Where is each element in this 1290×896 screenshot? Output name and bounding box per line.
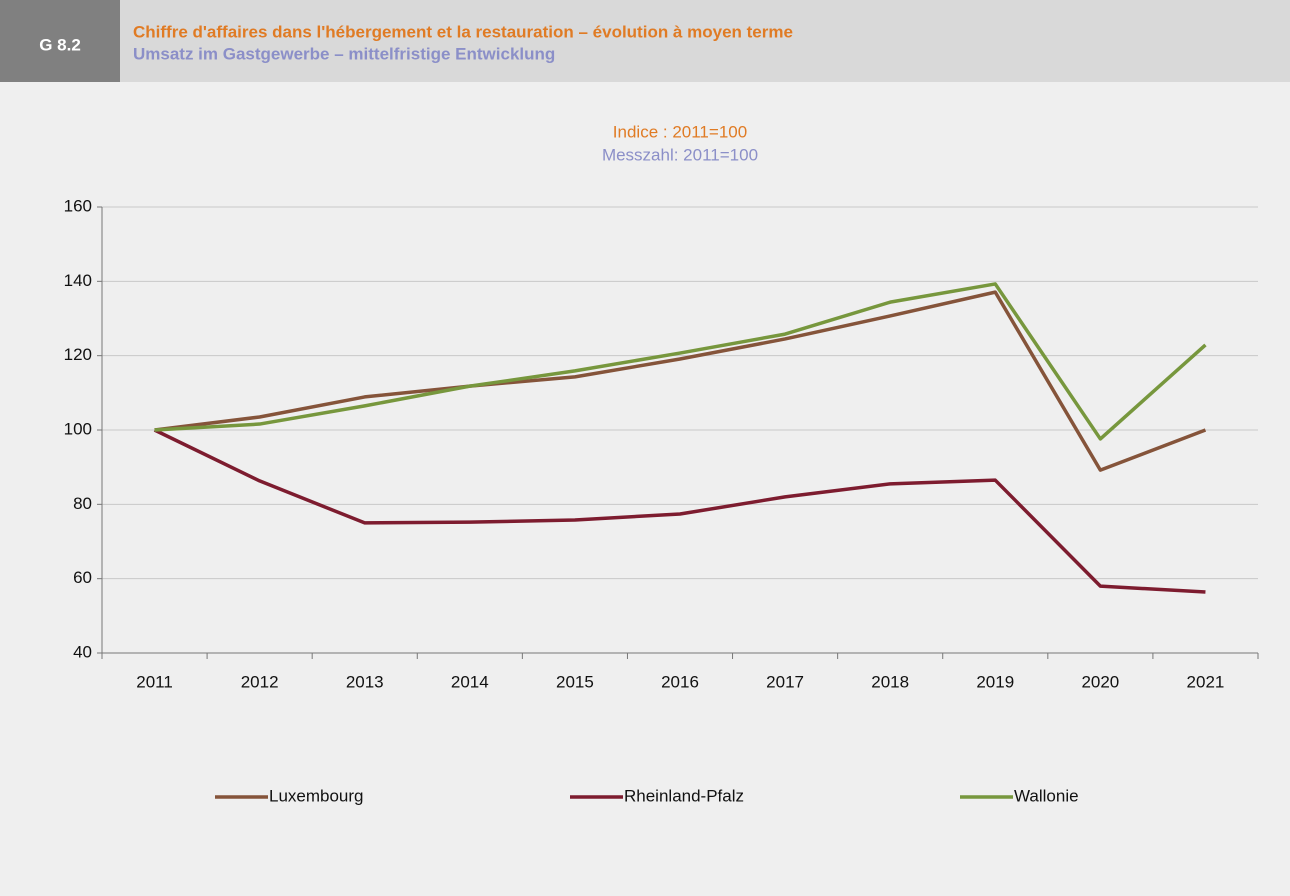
header-label: G 8.2 [39,35,81,54]
x-tick-label: 2017 [766,672,804,691]
y-tick-label: 100 [64,419,92,438]
series-line [153,428,1206,594]
x-tick-label: 2011 [136,672,173,691]
x-tick-label: 2020 [1081,672,1119,691]
y-tick-label: 140 [64,271,92,290]
series-line [154,290,1207,472]
y-tick-label: 120 [64,345,92,364]
x-tick-label: 2015 [556,672,594,691]
header-subtitle: Umsatz im Gastgewerbe – mittelfristige E… [133,44,555,63]
x-tick-label: 2018 [871,672,909,691]
header-bar [120,0,1290,82]
header-label-box [0,0,120,82]
legend-label: Luxembourg [269,786,364,805]
x-tick-label: 2016 [661,672,699,691]
y-tick-label: 60 [73,568,92,587]
header-title: Chiffre d'affaires dans l'hébergement et… [133,22,793,41]
chart-subtitle: Messzahl: 2011=100 [602,145,758,164]
x-tick-label: 2021 [1187,672,1225,691]
legend-label: Rheinland-Pfalz [624,786,744,805]
legend-label: Wallonie [1014,786,1079,805]
chart-title: Indice : 2011=100 [613,122,747,141]
x-tick-label: 2014 [451,672,489,691]
y-tick-label: 160 [64,196,92,215]
y-tick-label: 40 [73,642,92,661]
x-tick-label: 2013 [346,672,384,691]
x-tick-label: 2012 [241,672,279,691]
x-tick-label: 2019 [976,672,1014,691]
y-tick-label: 80 [73,494,92,513]
series-line [154,282,1207,441]
